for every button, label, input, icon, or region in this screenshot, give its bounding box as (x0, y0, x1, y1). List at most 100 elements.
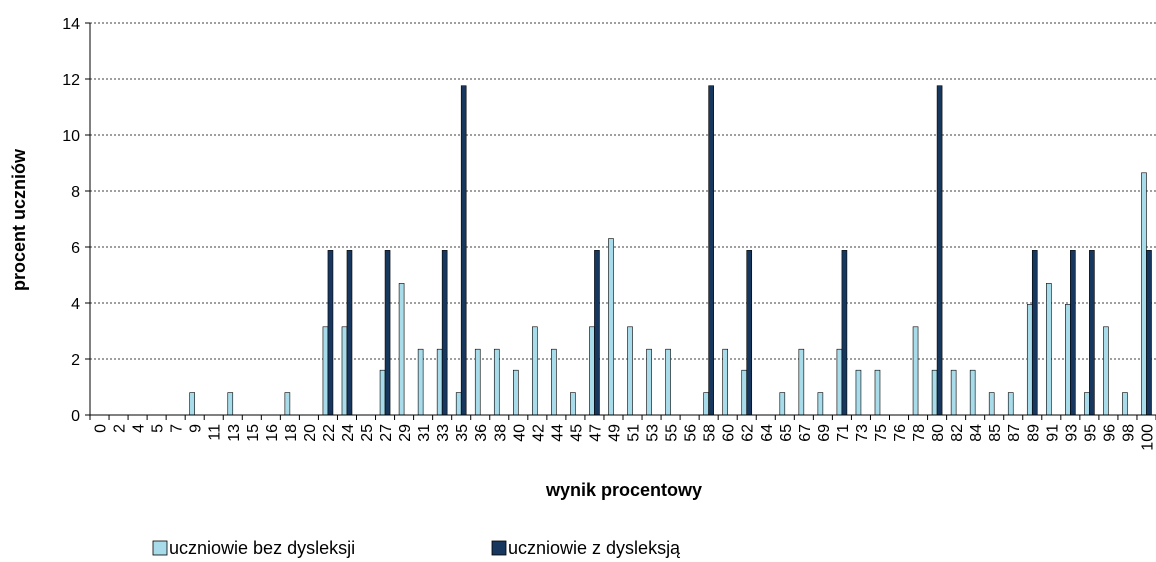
bar-bez-dysleksji-58 (703, 392, 709, 416)
bar-z-dysleksja-80 (936, 85, 943, 416)
x-tick-label-24: 24 (340, 424, 357, 442)
x-tick-label-98: 98 (1120, 424, 1137, 442)
bar-z-dysleksja-100 (1146, 250, 1152, 416)
x-tick-label-93: 93 (1063, 424, 1080, 442)
bars (189, 85, 1152, 416)
bar-bez-dysleksji-67 (798, 348, 805, 416)
bar-bez-dysleksji-9 (189, 392, 195, 416)
x-tick-label-35: 35 (454, 424, 471, 442)
bar-bez-dysleksji-65 (779, 392, 786, 416)
x-tick-label-89: 89 (1025, 424, 1042, 442)
legend: uczniowie bez dysleksji uczniowie z dysl… (152, 538, 681, 558)
y-tick-label-14: 14 (62, 16, 80, 33)
x-tick-label-85: 85 (987, 424, 1004, 442)
x-tick-label-87: 87 (1006, 424, 1023, 442)
x-tick-label-4: 4 (131, 424, 148, 433)
bar-bez-dysleksji-22 (322, 326, 329, 416)
x-tick-label-47: 47 (587, 424, 604, 442)
x-tick-label-45: 45 (568, 424, 585, 442)
bar-z-dysleksja-22 (327, 250, 334, 416)
x-tick-label-91: 91 (1044, 424, 1061, 442)
bar-bez-dysleksji-85 (988, 392, 995, 416)
y-tick-label-4: 4 (71, 296, 80, 313)
bar-bez-dysleksji-36 (474, 348, 481, 416)
bar-z-dysleksja-95 (1089, 250, 1095, 416)
x-tick-label-13: 13 (226, 424, 243, 442)
x-tick-label-44: 44 (549, 424, 566, 442)
x-tick-label-36: 36 (473, 424, 490, 442)
bar-bez-dysleksji-55 (665, 348, 671, 416)
bar-bez-dysleksji-27 (379, 369, 386, 416)
bar-bez-dysleksji-91 (1046, 283, 1052, 416)
x-tick-label-38: 38 (492, 424, 509, 442)
x-tick-label-49: 49 (606, 424, 623, 442)
gridlines (90, 22, 1156, 360)
bar-z-dysleksja-93 (1070, 250, 1076, 416)
bar-bez-dysleksji-69 (817, 392, 824, 416)
bar-bez-dysleksji-45 (570, 392, 576, 416)
bar-z-dysleksja-47 (594, 250, 600, 416)
bar-bez-dysleksji-33 (436, 348, 443, 416)
x-tick-label-62: 62 (740, 424, 757, 442)
y-axis-ticks: 0 2 4 6 8 10 12 14 (62, 16, 90, 425)
x-tick-label-31: 31 (416, 424, 433, 442)
axes (89, 23, 1156, 416)
x-tick-label-58: 58 (702, 424, 719, 442)
x-tick-label-11: 11 (207, 424, 224, 441)
bar-z-dysleksja-35 (460, 85, 467, 416)
x-tick-label-100: 100 (1139, 424, 1156, 451)
x-tick-label-75: 75 (873, 424, 890, 442)
x-tick-label-53: 53 (645, 424, 662, 442)
x-tick-label-27: 27 (378, 424, 395, 442)
x-tick-label-7: 7 (169, 424, 186, 433)
bar-bez-dysleksji-42 (532, 326, 538, 416)
x-tick-label-60: 60 (721, 424, 738, 442)
bar-z-dysleksja-71 (841, 250, 848, 416)
x-tick-label-95: 95 (1082, 424, 1099, 442)
x-tick-label-82: 82 (949, 424, 966, 442)
x-tick-label-42: 42 (530, 424, 547, 442)
bar-bez-dysleksji-24 (341, 326, 348, 416)
bar-bez-dysleksji-87 (1007, 392, 1014, 416)
y-tick-label-12: 12 (62, 72, 80, 89)
bar-bez-dysleksji-47 (589, 326, 595, 416)
x-tick-label-84: 84 (968, 424, 985, 442)
bar-bez-dysleksji-49 (608, 238, 614, 416)
bar-z-dysleksja-24 (346, 250, 353, 416)
bar-z-dysleksja-89 (1031, 250, 1038, 416)
bar-z-dysleksja-62 (746, 250, 753, 416)
x-tick-label-40: 40 (511, 424, 528, 442)
x-tick-label-73: 73 (854, 424, 871, 442)
y-tick-label-6: 6 (71, 240, 80, 257)
x-tick-label-55: 55 (664, 424, 681, 442)
bar-bez-dysleksji-75 (874, 369, 881, 416)
bar-bez-dysleksji-44 (551, 348, 557, 416)
x-tick-label-2: 2 (112, 424, 129, 433)
bar-bez-dysleksji-73 (855, 369, 862, 416)
x-tick-label-20: 20 (302, 424, 319, 442)
bar-bez-dysleksji-95 (1084, 392, 1090, 416)
bar-bez-dysleksji-100 (1141, 172, 1147, 416)
bar-bez-dysleksji-31 (417, 348, 424, 416)
x-tick-label-18: 18 (283, 424, 300, 442)
bar-bez-dysleksji-78 (912, 326, 919, 416)
x-tick-label-96: 96 (1101, 424, 1118, 442)
x-tick-label-16: 16 (264, 424, 281, 442)
x-tick-label-76: 76 (892, 424, 909, 442)
x-tick-label-15: 15 (245, 424, 262, 442)
bar-bez-dysleksji-80 (931, 369, 938, 416)
bar-bez-dysleksji-84 (969, 369, 976, 416)
x-tick-label-29: 29 (397, 424, 414, 442)
x-tick-label-22: 22 (321, 424, 338, 442)
bar-bez-dysleksji-29 (398, 283, 405, 416)
x-tick-label-71: 71 (835, 424, 852, 442)
x-axis-title: wynik procentowy (545, 480, 702, 500)
bar-bez-dysleksji-82 (950, 369, 957, 416)
bar-bez-dysleksji-35 (455, 392, 462, 416)
bar-bez-dysleksji-51 (627, 326, 633, 416)
bar-z-dysleksja-58 (708, 85, 714, 416)
y-tick-label-8: 8 (71, 184, 80, 201)
bar-bez-dysleksji-60 (722, 348, 728, 416)
x-tick-label-51: 51 (626, 424, 643, 442)
x-tick-label-25: 25 (359, 424, 376, 442)
